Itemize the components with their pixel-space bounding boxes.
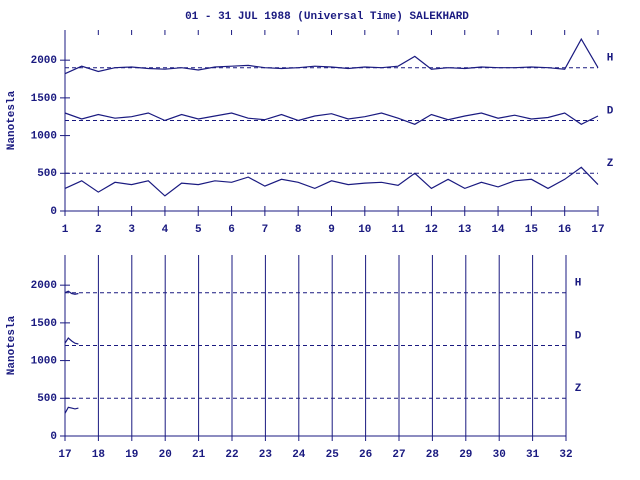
x-tick-label: 32	[559, 449, 572, 461]
x-tick-label: 8	[295, 224, 302, 236]
x-tick-label: 21	[192, 449, 206, 461]
y-tick-label: 1000	[31, 355, 57, 367]
x-tick-label: 20	[159, 449, 172, 461]
y-tick-label: 500	[37, 393, 57, 405]
x-tick-label: 23	[259, 449, 273, 461]
x-tick-label: 11	[392, 224, 406, 236]
x-tick-label: 13	[458, 224, 472, 236]
baseline-label: Z	[575, 383, 582, 395]
y-tick-label: 500	[37, 168, 57, 180]
x-tick-label: 26	[359, 449, 372, 461]
x-tick-label: 28	[426, 449, 440, 461]
x-tick-label: 31	[526, 449, 540, 461]
x-tick-label: 22	[225, 449, 238, 461]
x-tick-label: 17	[591, 224, 604, 236]
chart-title: 01 - 31 JUL 1988 (Universal Time) SALEKH…	[185, 11, 469, 23]
x-tick-label: 27	[392, 449, 405, 461]
baseline-label: H	[607, 53, 614, 65]
y-axis-label: Nanotesla	[6, 90, 18, 150]
x-tick-label: 30	[493, 449, 506, 461]
trace	[64, 290, 79, 295]
x-tick-label: 24	[292, 449, 306, 461]
x-tick-label: 5	[195, 224, 202, 236]
y-tick-label: 1000	[31, 130, 57, 142]
x-tick-label: 4	[162, 224, 169, 236]
x-tick-label: 14	[491, 224, 505, 236]
x-tick-label: 10	[358, 224, 371, 236]
trace	[64, 112, 599, 125]
trace	[64, 37, 599, 75]
x-tick-label: 17	[58, 449, 71, 461]
x-tick-label: 25	[326, 449, 340, 461]
x-tick-label: 15	[525, 224, 539, 236]
y-axis-label: Nanotesla	[6, 315, 18, 375]
baseline-label: D	[607, 105, 614, 117]
x-tick-label: 19	[125, 449, 138, 461]
trace	[64, 406, 79, 414]
trace	[64, 166, 599, 197]
x-tick-label: 6	[228, 224, 235, 236]
x-tick-label: 18	[92, 449, 106, 461]
y-tick-label: 1500	[31, 93, 57, 105]
y-tick-label: 0	[50, 431, 57, 443]
y-tick-label: 2000	[31, 55, 57, 67]
x-tick-label: 3	[128, 224, 135, 236]
x-tick-label: 12	[425, 224, 438, 236]
y-tick-label: 2000	[31, 280, 57, 292]
x-tick-label: 1	[62, 224, 69, 236]
baseline-label: D	[575, 330, 582, 342]
baseline-label: H	[575, 278, 582, 290]
x-tick-label: 16	[558, 224, 571, 236]
x-tick-label: 29	[459, 449, 472, 461]
x-tick-label: 7	[262, 224, 269, 236]
x-tick-label: 2	[95, 224, 102, 236]
y-tick-label: 0	[50, 206, 57, 218]
trace	[64, 337, 79, 345]
baseline-label: Z	[607, 158, 614, 170]
x-tick-label: 9	[328, 224, 335, 236]
y-tick-label: 1500	[31, 318, 57, 330]
